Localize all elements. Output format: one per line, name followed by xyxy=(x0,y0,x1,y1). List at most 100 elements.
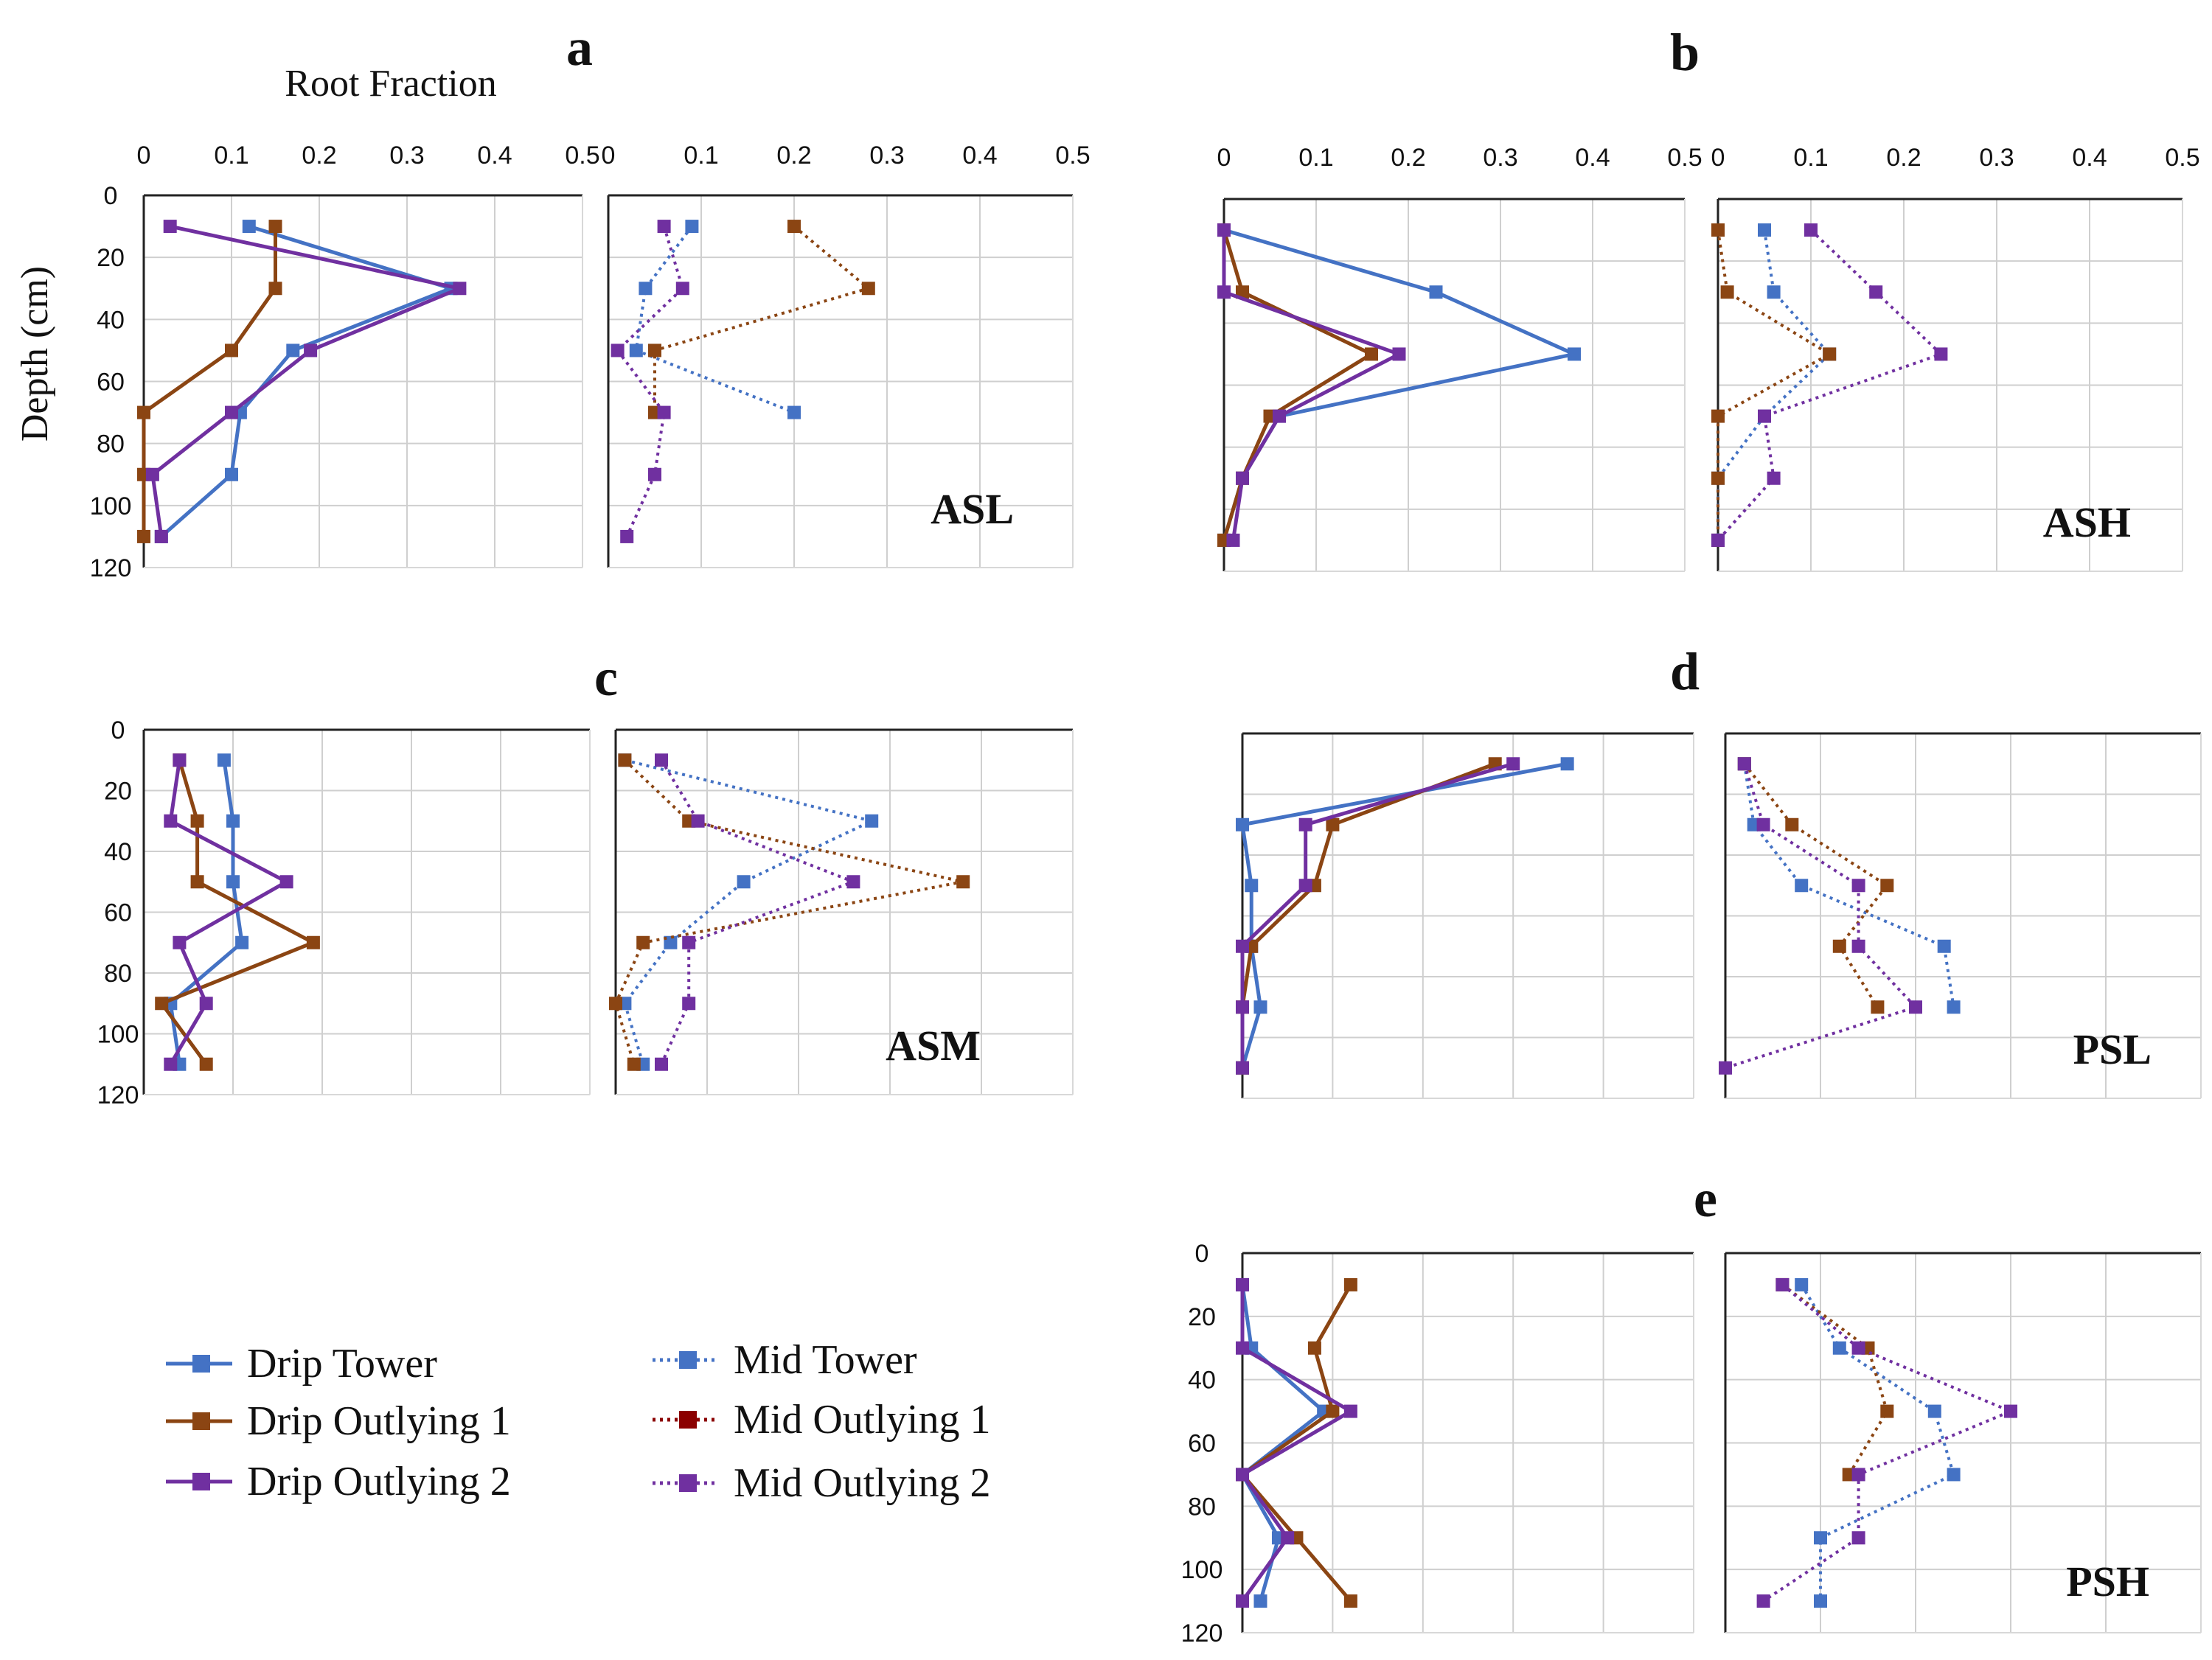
y-tick-label: 60 xyxy=(104,899,132,927)
series-line-mid-outlying-1 xyxy=(1781,1283,1889,1476)
site-label-psh: PSH xyxy=(2066,1558,2149,1605)
data-point-marker xyxy=(279,875,293,889)
data-point-marker xyxy=(636,935,650,949)
data-point-marker xyxy=(173,935,187,949)
data-point-marker xyxy=(225,343,238,358)
data-point-marker xyxy=(1217,285,1231,299)
data-point-marker xyxy=(1326,817,1340,831)
data-point-marker xyxy=(861,282,875,296)
panel-letter-b: b xyxy=(1670,23,1700,82)
data-point-marker xyxy=(846,875,860,889)
data-point-marker xyxy=(1947,1000,1961,1014)
series-line-drip-tower xyxy=(168,759,244,1065)
x-tick-label: 0.3 xyxy=(1483,144,1517,172)
data-point-marker xyxy=(629,343,643,358)
data-point-marker xyxy=(1832,1341,1846,1355)
series-line-mid-tower xyxy=(634,225,795,414)
legend-label: Drip Outlying 2 xyxy=(247,1459,511,1504)
x-tick-label: 0.1 xyxy=(684,142,718,170)
series-line-mid-outlying-1 xyxy=(1743,763,1890,1008)
data-point-marker xyxy=(682,997,696,1011)
data-point-marker xyxy=(1236,1277,1249,1291)
data-point-marker xyxy=(225,405,238,419)
data-point-marker xyxy=(1832,939,1846,953)
data-point-marker xyxy=(691,814,705,828)
data-point-marker xyxy=(235,935,249,949)
data-point-marker xyxy=(956,875,970,889)
data-point-marker xyxy=(1758,409,1771,423)
data-point-marker xyxy=(304,343,318,358)
data-point-marker xyxy=(1851,879,1865,893)
data-point-marker xyxy=(675,282,689,296)
data-point-marker xyxy=(1307,1341,1321,1355)
data-point-marker xyxy=(1927,1404,1941,1418)
data-point-marker xyxy=(1236,1061,1249,1075)
data-point-marker xyxy=(306,935,320,949)
plot-c-drip xyxy=(142,728,591,1095)
legend-label: Mid Outlying 2 xyxy=(734,1460,990,1506)
data-point-marker xyxy=(1253,1594,1267,1608)
data-point-marker xyxy=(1343,1277,1357,1291)
data-point-marker xyxy=(155,997,169,1011)
data-point-marker xyxy=(242,220,256,234)
data-point-marker xyxy=(1236,1594,1249,1608)
data-point-marker xyxy=(1795,879,1809,893)
y-tick-label: 120 xyxy=(90,554,132,582)
data-point-marker xyxy=(1253,1000,1267,1014)
data-point-marker xyxy=(190,814,204,828)
series-line-mid-tower xyxy=(1800,1283,1956,1602)
x-tick-label: 0.3 xyxy=(389,142,424,170)
x-tick-label: 0.3 xyxy=(1979,144,2014,172)
y-tick-label: 0 xyxy=(111,716,125,744)
series-line-drip-outlying-2 xyxy=(168,759,291,1066)
data-point-marker xyxy=(1720,285,1734,299)
x-tick-label: 0 xyxy=(1711,144,1725,172)
plot-b-mid: 0 0.1 0.2 0.3 0.4 0.5 xyxy=(1711,144,2200,572)
series-line-mid-outlying-2 xyxy=(615,226,685,537)
series-line-drip-outlying-1 xyxy=(142,226,277,537)
data-point-marker xyxy=(164,1057,178,1071)
x-tick-label: 0.4 xyxy=(477,142,512,170)
data-point-marker xyxy=(1365,347,1378,361)
plot-d-mid xyxy=(1719,732,2202,1099)
data-point-marker xyxy=(1767,471,1781,485)
x-tick-label: 0.5 xyxy=(1055,142,1090,170)
data-point-marker xyxy=(657,405,671,419)
data-point-marker xyxy=(1711,471,1725,485)
data-point-marker xyxy=(268,282,282,296)
data-point-marker xyxy=(1767,285,1781,299)
legend-marker xyxy=(192,1412,210,1430)
y-tick-label: 0 xyxy=(1195,1240,1209,1268)
legend-item-mid-outlying-2: Mid Outlying 2 xyxy=(653,1460,990,1506)
data-point-marker xyxy=(199,997,213,1011)
data-point-marker xyxy=(737,875,751,889)
panel-letter-c: c xyxy=(594,648,618,707)
data-point-marker xyxy=(1871,1000,1885,1014)
data-point-marker xyxy=(1236,1468,1249,1482)
legend-marker xyxy=(192,1355,210,1373)
y-tick-label: 20 xyxy=(97,244,125,272)
plot-e-drip xyxy=(1236,1252,1694,1633)
data-point-marker xyxy=(664,935,678,949)
series-line-mid-outlying-2 xyxy=(1725,763,1919,1070)
data-point-marker xyxy=(1429,285,1443,299)
data-point-marker xyxy=(1814,1594,1827,1608)
y-tick-label: 40 xyxy=(104,838,132,866)
data-point-marker xyxy=(2004,1404,2017,1418)
data-point-marker xyxy=(1711,223,1725,237)
series-line-drip-outlying-2 xyxy=(1239,1284,1354,1603)
data-point-marker xyxy=(1937,939,1951,953)
y-tick-label: 80 xyxy=(104,960,132,988)
data-point-marker xyxy=(648,467,661,481)
series-line-drip-outlying-1 xyxy=(1239,1283,1353,1603)
data-point-marker xyxy=(1934,347,1948,361)
data-point-marker xyxy=(1814,1531,1827,1545)
plot-a-drip: 0 0.1 0.2 0.3 0.4 0.5 xyxy=(137,142,600,568)
y-tick-label: 120 xyxy=(97,1081,139,1109)
legend-marker xyxy=(679,1474,697,1492)
data-point-marker xyxy=(1560,757,1574,771)
data-point-marker xyxy=(286,343,300,358)
x-axis-title: Root Fraction xyxy=(285,63,496,105)
y-tick-label: 80 xyxy=(1188,1493,1216,1521)
y-tick-label: 0 xyxy=(104,182,118,210)
